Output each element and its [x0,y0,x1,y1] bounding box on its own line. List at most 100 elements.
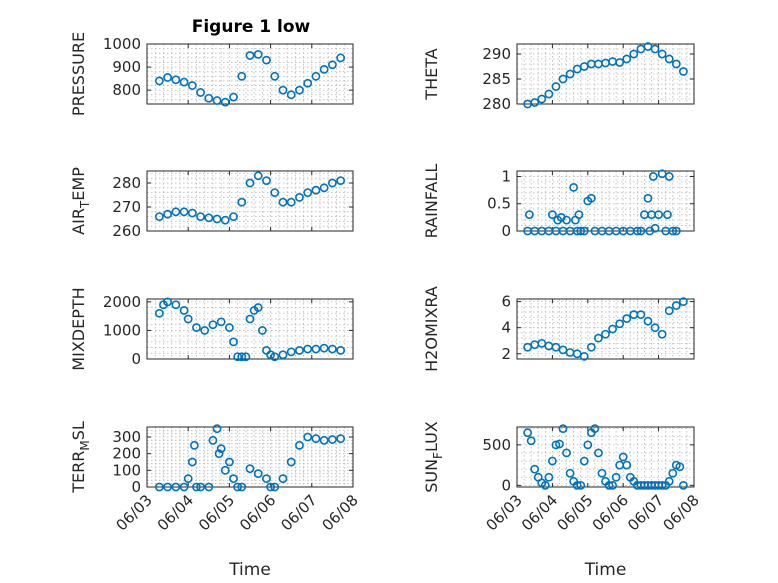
data-point [664,306,674,316]
data-point [576,480,586,490]
x-tick-label: 06/06 [236,491,279,534]
data-point [579,62,589,71]
data-point [171,300,181,310]
data-point [608,57,617,66]
data-point [237,352,247,362]
data-point [154,212,164,221]
data-point [311,185,321,195]
data-point [336,346,346,355]
y-tick-label: 300 [112,428,141,446]
data-point [196,212,205,221]
data-point [237,71,247,81]
data-point [233,352,243,362]
data-point [196,482,205,492]
data-point [303,344,313,354]
data-point [558,74,568,84]
data-point [586,342,596,352]
data-point [192,323,201,332]
y-tick-label: 285 [482,70,511,88]
data-point [220,465,230,475]
x-tick-label: 06/06 [589,491,632,534]
axes-box [516,43,695,105]
data-point [229,212,238,221]
data-point [266,350,275,360]
data-point [540,480,550,490]
data-point [643,316,653,326]
data-point [336,434,346,444]
data-point [594,448,603,458]
data-point [237,482,247,492]
data-point [319,183,329,193]
data-point [319,343,329,353]
y-tick-label: 1 [501,167,511,185]
data-point [204,213,214,223]
data-point [214,449,224,459]
data-point [253,171,263,181]
data-point [163,73,172,82]
data-point [643,193,653,203]
data-point [204,93,214,103]
data-point [618,452,628,462]
data-point [327,435,337,444]
data-point [579,456,589,466]
data-point [657,49,667,59]
data-point [579,226,589,236]
data-point [200,326,210,335]
data-point [208,435,218,445]
y-tick-label: 0 [501,476,511,494]
data-point [187,208,197,218]
data-point [295,192,304,202]
data-point [668,468,678,478]
data-point [192,482,201,492]
x-tick-label: 06/07 [277,491,320,534]
data-point [615,460,625,470]
data-point [648,172,658,181]
data-point [179,207,189,217]
data-point [262,474,271,484]
data-point [154,308,164,318]
data-point [262,346,271,355]
y-axis-label: THETA [422,48,441,100]
data-point [615,58,625,67]
x-tick-label: 06/04 [154,491,197,534]
y-tick-label: 2 [501,345,511,363]
data-point [220,97,230,107]
data-point [572,480,582,490]
data-point [629,49,639,59]
data-point [327,60,337,70]
data-point [241,352,251,362]
data-point [551,82,561,91]
data-point [558,345,568,355]
y-tick-label: 900 [112,58,141,76]
y-tick-label: 260 [112,222,141,240]
data-point [196,88,205,97]
data-point [245,51,255,60]
data-point [565,468,575,478]
data-point [245,464,255,474]
axes-box [146,298,354,360]
data-point [678,297,688,307]
data-point [601,58,610,68]
data-point [562,215,571,225]
y-axis-label: RAINFALL [422,164,441,239]
data-point [586,193,596,203]
data-point [171,75,181,85]
data-point [675,462,685,472]
data-point [187,81,197,90]
data-point [327,344,337,354]
data-point [327,178,337,188]
y-axis-label: AIRTEMP [69,167,92,235]
data-point [636,310,646,320]
x-tick-label: 06/07 [624,491,667,534]
y-axis-label: H2OMIXRA [422,286,441,372]
y-tick-label: 290 [482,45,511,63]
x-tick-label: 06/05 [195,491,238,534]
data-point [668,226,678,236]
data-point [551,342,561,352]
y-tick-label: 0.5 [487,195,511,213]
data-point [303,188,313,197]
data-point [678,480,688,490]
